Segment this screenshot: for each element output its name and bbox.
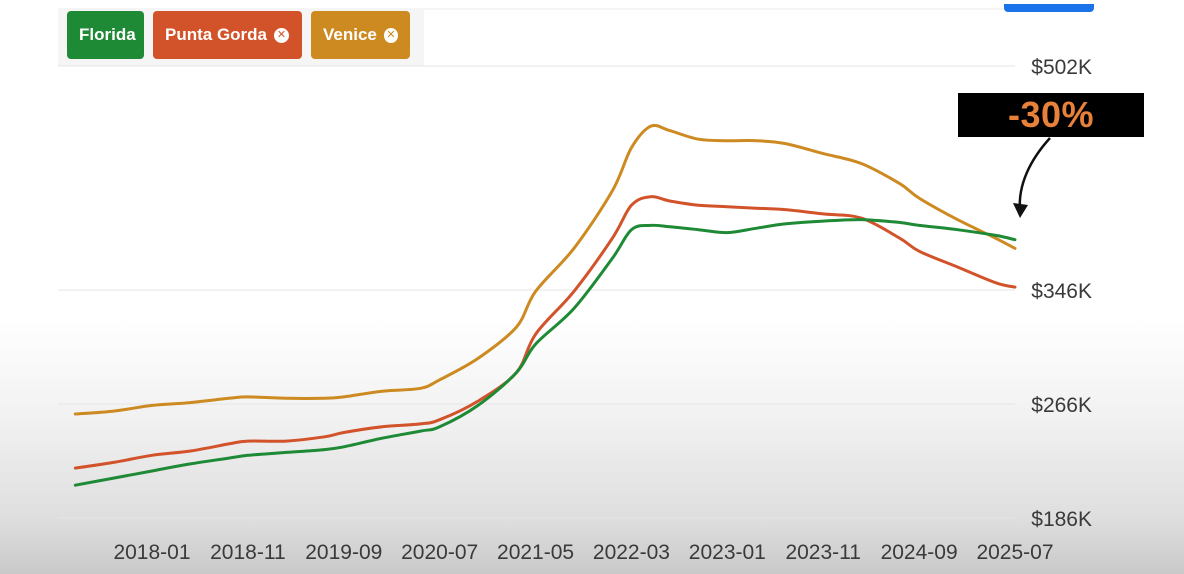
close-icon[interactable]: ✕ bbox=[383, 27, 398, 43]
chip-venice[interactable]: Venice ✕ bbox=[311, 11, 410, 59]
x-tick-label: 2024-09 bbox=[881, 541, 958, 564]
annotation-arrow-head bbox=[1013, 203, 1028, 218]
x-tick-label: 2023-11 bbox=[785, 541, 861, 564]
x-tick-label: 2025-07 bbox=[976, 541, 1053, 564]
chip-florida-label: Florida bbox=[79, 25, 136, 44]
x-tick-label: 2018-11 bbox=[210, 541, 286, 564]
series-line-florida bbox=[73, 218, 1017, 487]
y-tick-label: $186K bbox=[1031, 508, 1092, 531]
x-tick-label: 2022-03 bbox=[593, 541, 670, 564]
series-line-punta-gorda bbox=[73, 195, 1017, 470]
annotation-label: -30% bbox=[1007, 94, 1095, 135]
y-tick-label: $346K bbox=[1031, 280, 1092, 303]
chip-venice-label: Venice bbox=[323, 25, 377, 44]
annotation-callout: -30% bbox=[958, 93, 1144, 137]
x-tick-label: 2018-01 bbox=[113, 541, 190, 564]
chip-florida[interactable]: Florida bbox=[67, 11, 144, 59]
blue-tab-indicator[interactable] bbox=[1004, 4, 1094, 12]
y-tick-label: $266K bbox=[1031, 394, 1092, 417]
filter-bar-blank bbox=[424, 4, 1094, 66]
x-tick-label: 2021-05 bbox=[497, 541, 574, 564]
x-tick-label: 2019-09 bbox=[305, 541, 382, 564]
chip-punta-gorda-label: Punta Gorda bbox=[165, 25, 268, 44]
x-tick-label: 2020-07 bbox=[401, 541, 478, 564]
series-line-venice bbox=[73, 123, 1017, 416]
annotation-arrow bbox=[1018, 137, 1051, 211]
y-tick-label: $502K bbox=[1031, 56, 1092, 79]
x-tick-label: 2023-01 bbox=[689, 541, 766, 564]
chip-punta-gorda[interactable]: Punta Gorda ✕ bbox=[153, 11, 302, 59]
close-icon[interactable]: ✕ bbox=[274, 27, 290, 43]
